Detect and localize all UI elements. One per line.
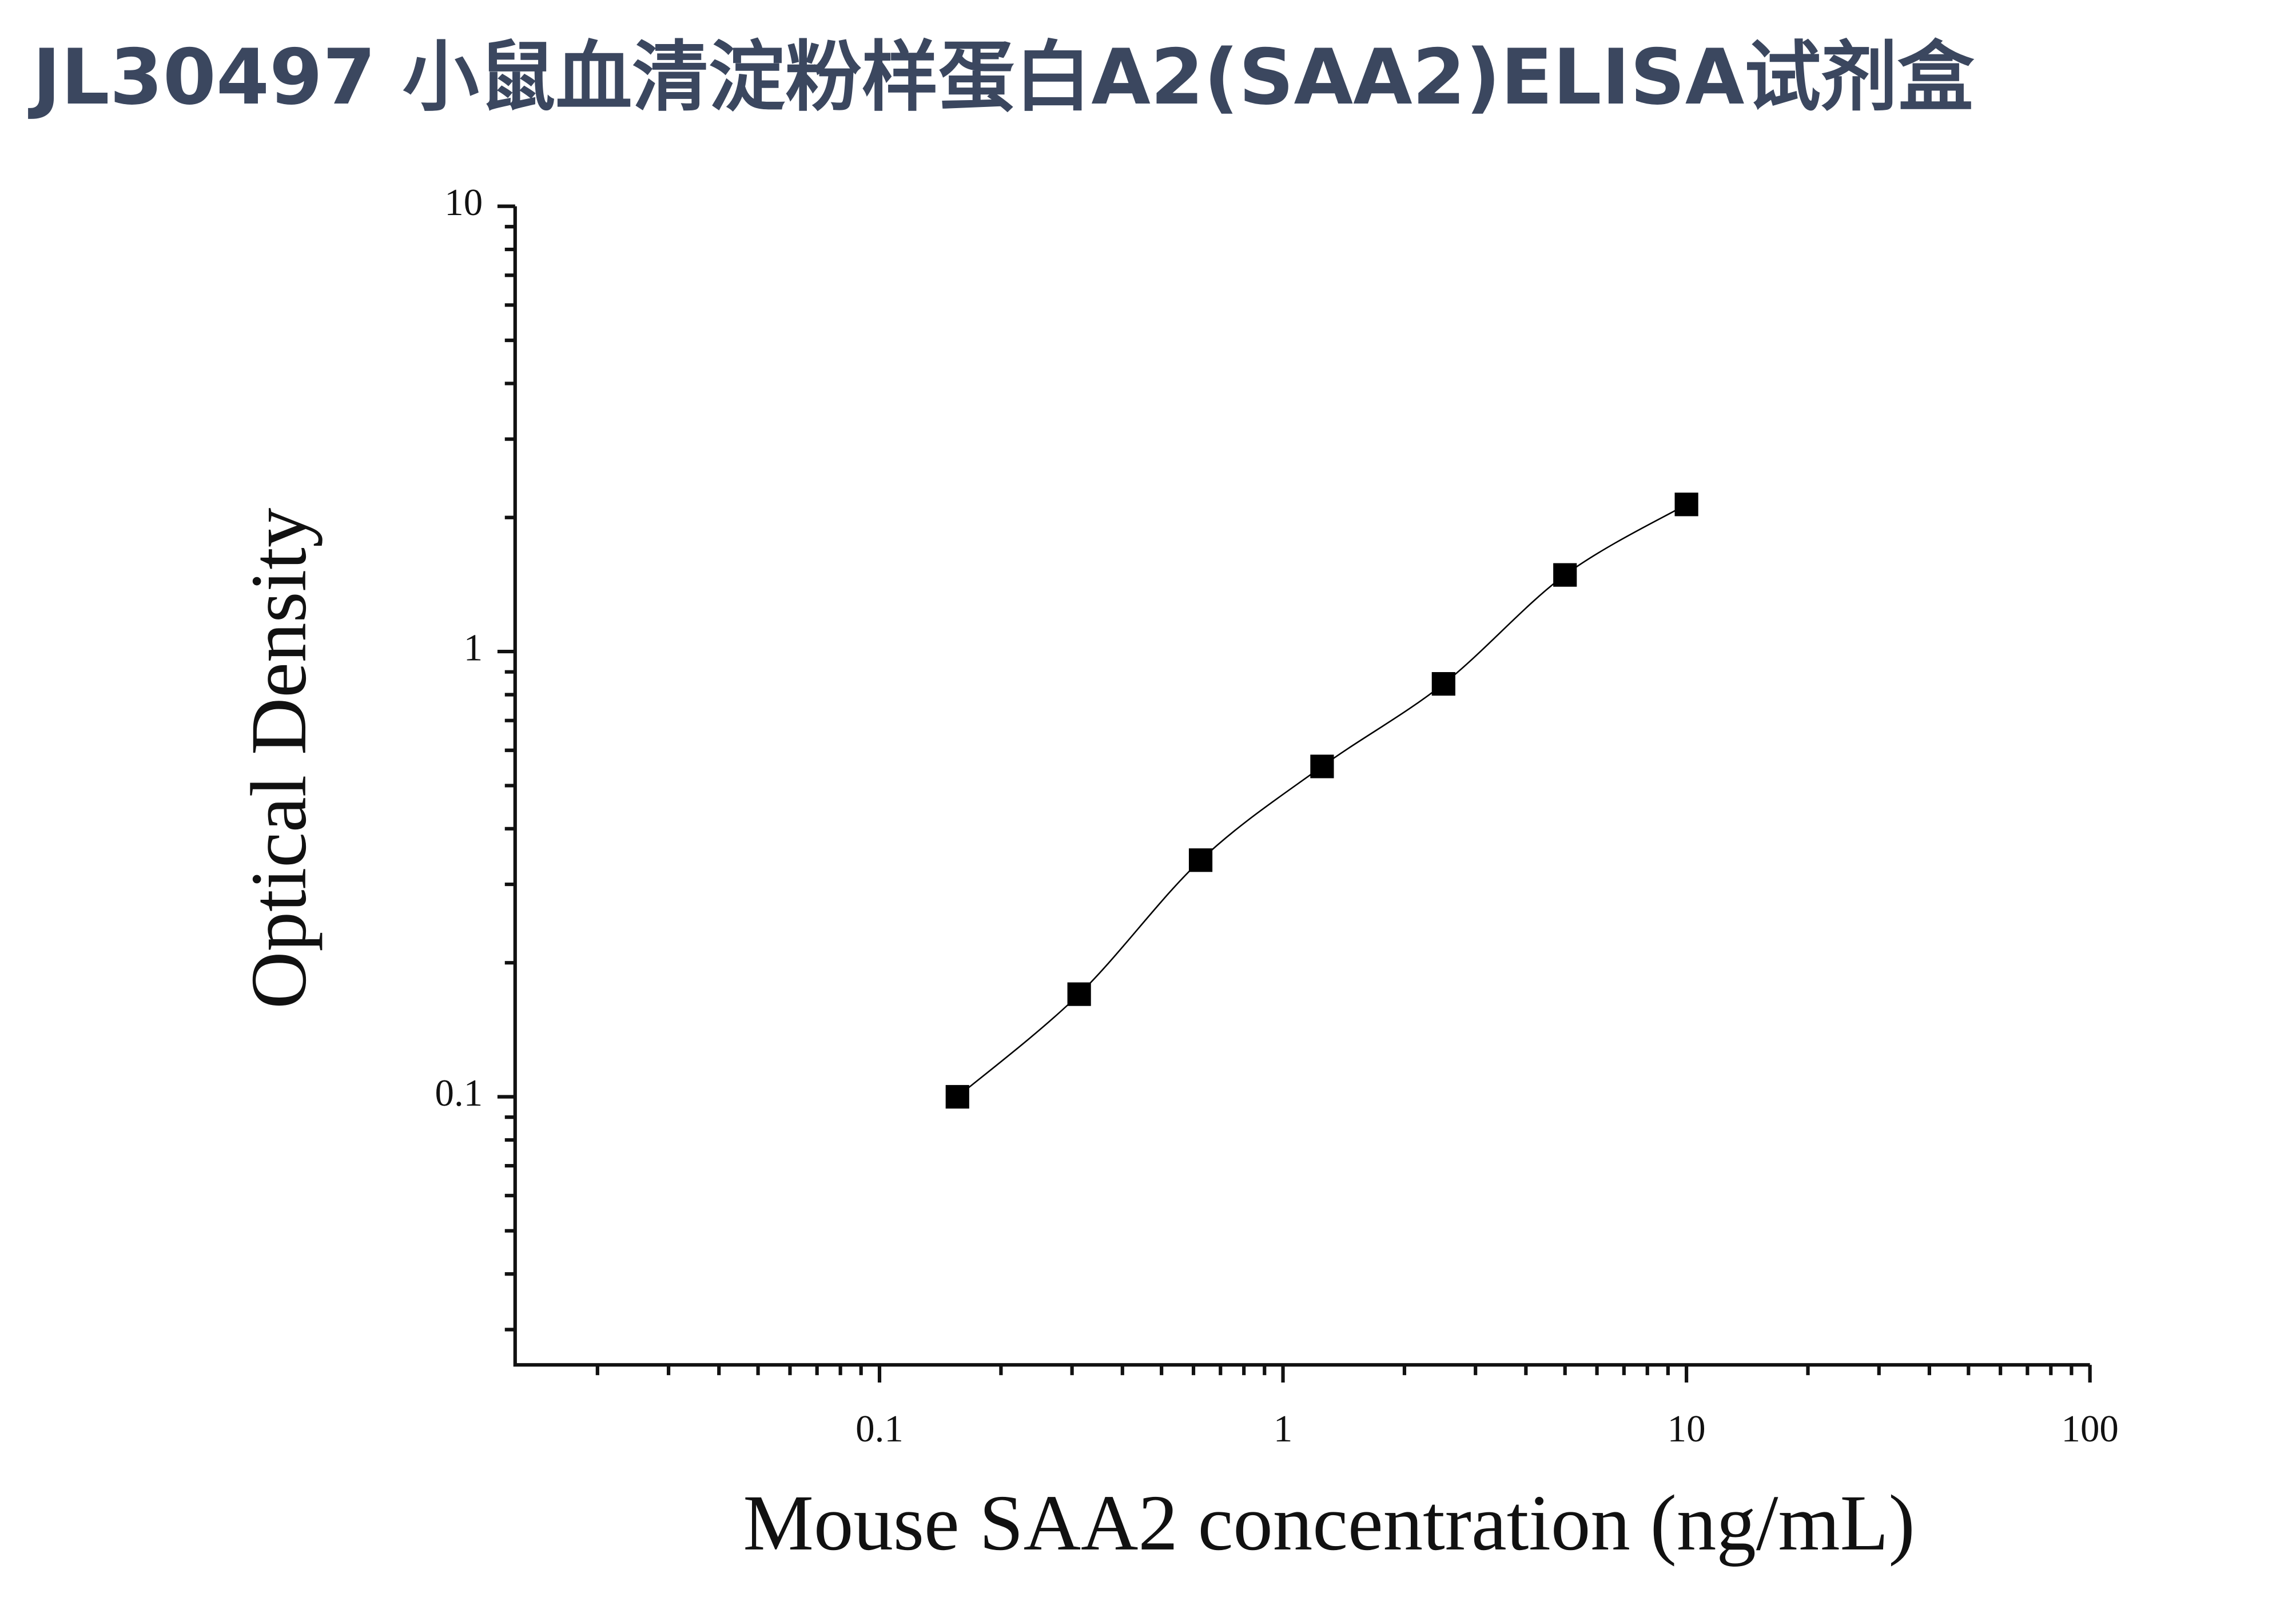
x-axis-label: Mouse SAA2 concentration (ng/mL) <box>743 1479 1915 1567</box>
x-tick-label: 0.1 <box>855 1408 904 1450</box>
axis-lines <box>513 206 2090 1367</box>
y-axis-label: Optical Density <box>235 508 323 1009</box>
y-tick-label: 1 <box>464 626 483 669</box>
data-point <box>1553 563 1577 587</box>
chart-title: JL30497 小鼠血清淀粉样蛋白A2(SAA2)ELISA试剂盒 <box>28 33 1975 122</box>
x-tick-label: 10 <box>1668 1408 1706 1450</box>
data-point <box>1067 982 1091 1006</box>
y-tick-label: 10 <box>444 181 483 224</box>
fit-curve <box>957 503 1687 1098</box>
data-point <box>1310 754 1334 778</box>
x-tick-label: 100 <box>2061 1408 2118 1450</box>
data-point <box>1431 672 1455 696</box>
data-point <box>1188 848 1213 872</box>
data-point <box>1674 492 1698 517</box>
data-point <box>945 1084 969 1109</box>
y-tick-label: 0.1 <box>435 1072 483 1114</box>
x-tick-label: 1 <box>1274 1408 1292 1450</box>
